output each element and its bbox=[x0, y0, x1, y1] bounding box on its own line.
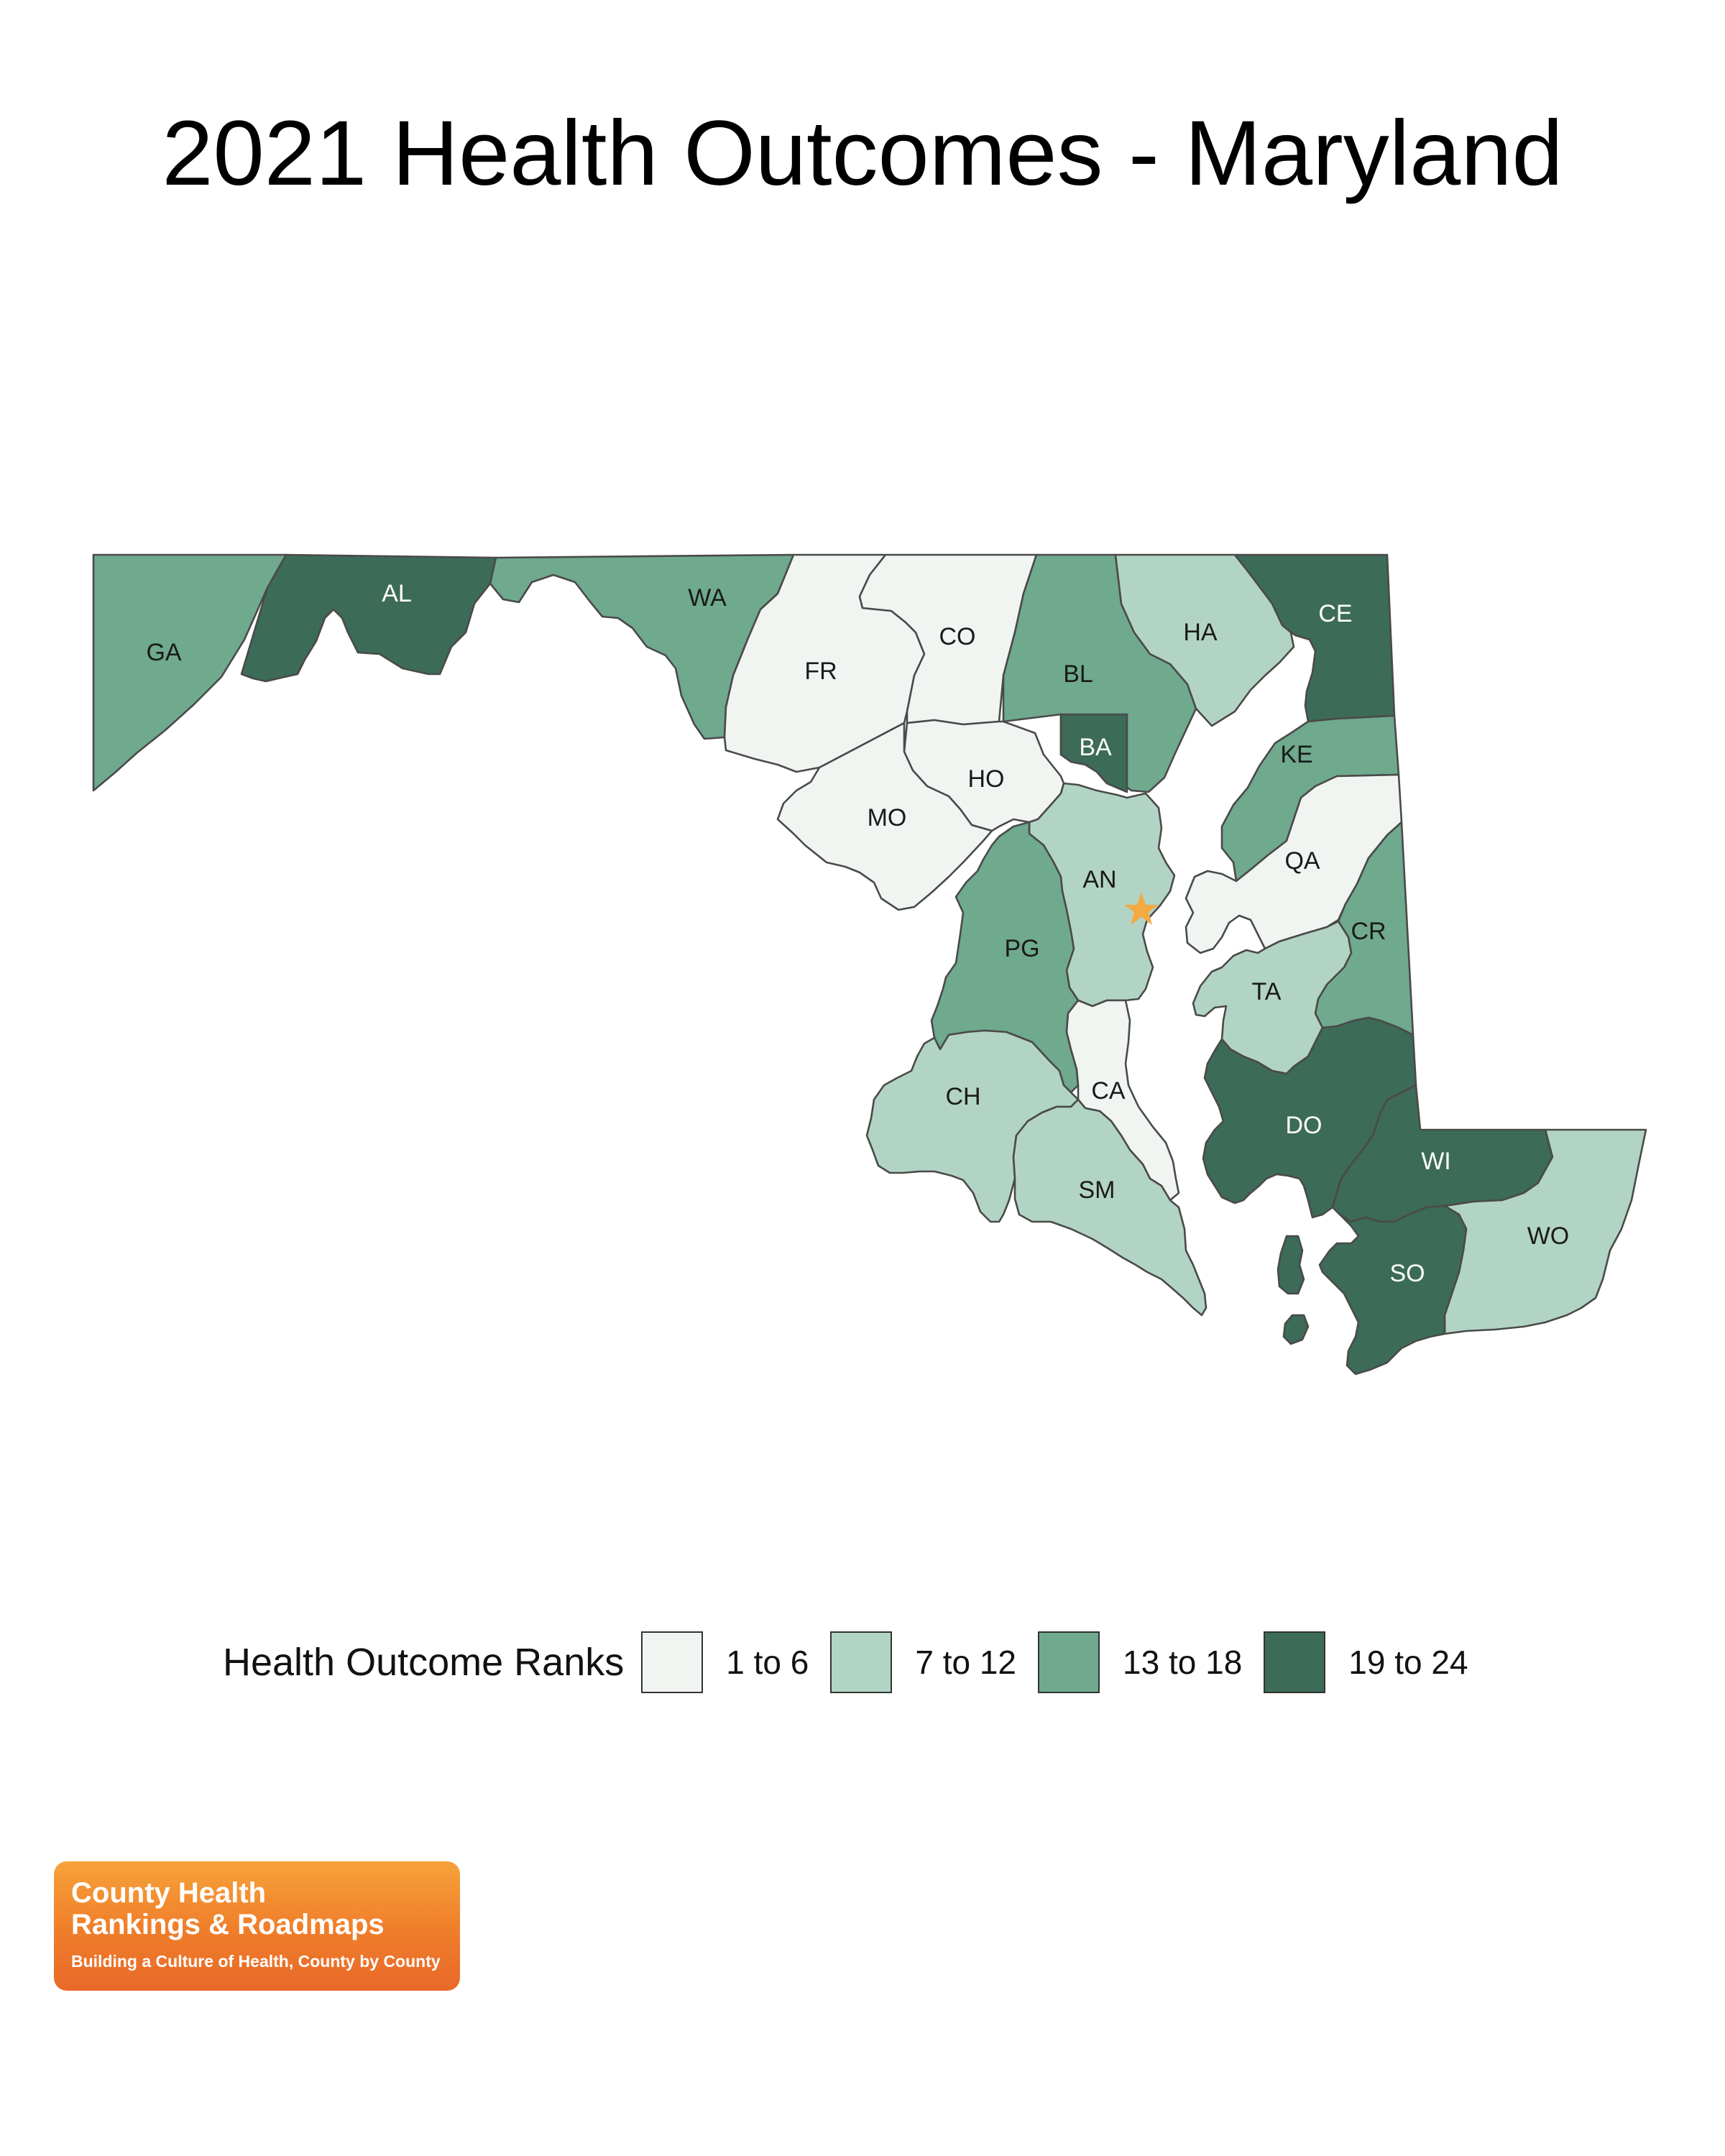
county-label-ho: HO bbox=[968, 765, 1005, 793]
county-label-ch: CH bbox=[945, 1083, 980, 1110]
county-label-ce: CE bbox=[1318, 600, 1352, 627]
county-label-cr: CR bbox=[1351, 918, 1386, 945]
county-wo bbox=[1443, 1128, 1647, 1335]
logo-tagline: Building a Culture of Health, County by … bbox=[71, 1952, 441, 1971]
county-label-wi: WI bbox=[1421, 1148, 1451, 1175]
county-label-ta: TA bbox=[1252, 978, 1282, 1005]
star-icon bbox=[1124, 893, 1159, 925]
county-health-rankings-logo: County Health Rankings & Roadmaps Buildi… bbox=[54, 1861, 460, 1991]
county-label-ca: CA bbox=[1091, 1077, 1126, 1105]
county-labels-layer: GA AL WA FR CO BL HA CE BA HO MO KE QA AN PG CR TA CA CH DO… bbox=[146, 580, 1569, 1287]
logo-line2: Rankings & Roadmaps bbox=[71, 1909, 385, 1940]
county-label-fr: FR bbox=[804, 658, 837, 685]
county-label-bl: BL bbox=[1063, 660, 1093, 688]
legend-swatch bbox=[1264, 1631, 1326, 1693]
county-label-ba: BA bbox=[1079, 734, 1112, 761]
county-label-ga: GA bbox=[146, 639, 181, 666]
county-ba bbox=[1059, 713, 1128, 793]
legend-label: 7 to 12 bbox=[915, 1644, 1017, 1681]
legend-swatch bbox=[641, 1631, 704, 1693]
county-label-wa: WA bbox=[688, 584, 727, 612]
legend: Health Outcome Ranks 1 to 6 7 to 12 13 t… bbox=[223, 1630, 1490, 1695]
county-al bbox=[240, 553, 497, 683]
counties-layer bbox=[92, 553, 1647, 1376]
legend-item: 19 to 24 bbox=[1264, 1631, 1468, 1693]
legend-swatch bbox=[830, 1631, 893, 1693]
county-label-wo: WO bbox=[1527, 1222, 1570, 1250]
legend-label: 19 to 24 bbox=[1348, 1644, 1468, 1681]
county-label-an: AN bbox=[1082, 866, 1116, 893]
county-label-ke: KE bbox=[1280, 741, 1312, 768]
map-title: 2021 Health Outcomes - Maryland bbox=[162, 102, 1563, 205]
county-sm bbox=[1012, 1098, 1208, 1317]
logo-line1: County Health bbox=[71, 1877, 267, 1909]
county-mo bbox=[776, 722, 993, 911]
county-label-al: AL bbox=[382, 580, 412, 607]
legend-item: 7 to 12 bbox=[830, 1631, 1016, 1693]
county-label-mo: MO bbox=[868, 804, 907, 831]
legend-item: 1 to 6 bbox=[641, 1631, 809, 1693]
county-label-so: SO bbox=[1389, 1260, 1425, 1287]
county-so-island-2 bbox=[1282, 1314, 1310, 1345]
county-label-pg: PG bbox=[1004, 935, 1039, 962]
county-label-co: CO bbox=[939, 623, 976, 650]
capital-marker-layer bbox=[1124, 893, 1159, 925]
legend-title: Health Outcome Ranks bbox=[223, 1641, 625, 1684]
county-label-qa: QA bbox=[1284, 847, 1320, 875]
legend-swatch bbox=[1038, 1631, 1100, 1693]
county-so-island-1 bbox=[1276, 1235, 1305, 1295]
county-label-do: DO bbox=[1286, 1112, 1322, 1139]
county-label-ha: HA bbox=[1183, 619, 1218, 646]
legend-item: 13 to 18 bbox=[1038, 1631, 1242, 1693]
legend-label: 13 to 18 bbox=[1123, 1644, 1243, 1681]
county-so bbox=[1318, 1204, 1468, 1376]
county-label-sm: SM bbox=[1079, 1176, 1116, 1204]
legend-label: 1 to 6 bbox=[726, 1644, 809, 1681]
county-ch bbox=[865, 1029, 1080, 1223]
